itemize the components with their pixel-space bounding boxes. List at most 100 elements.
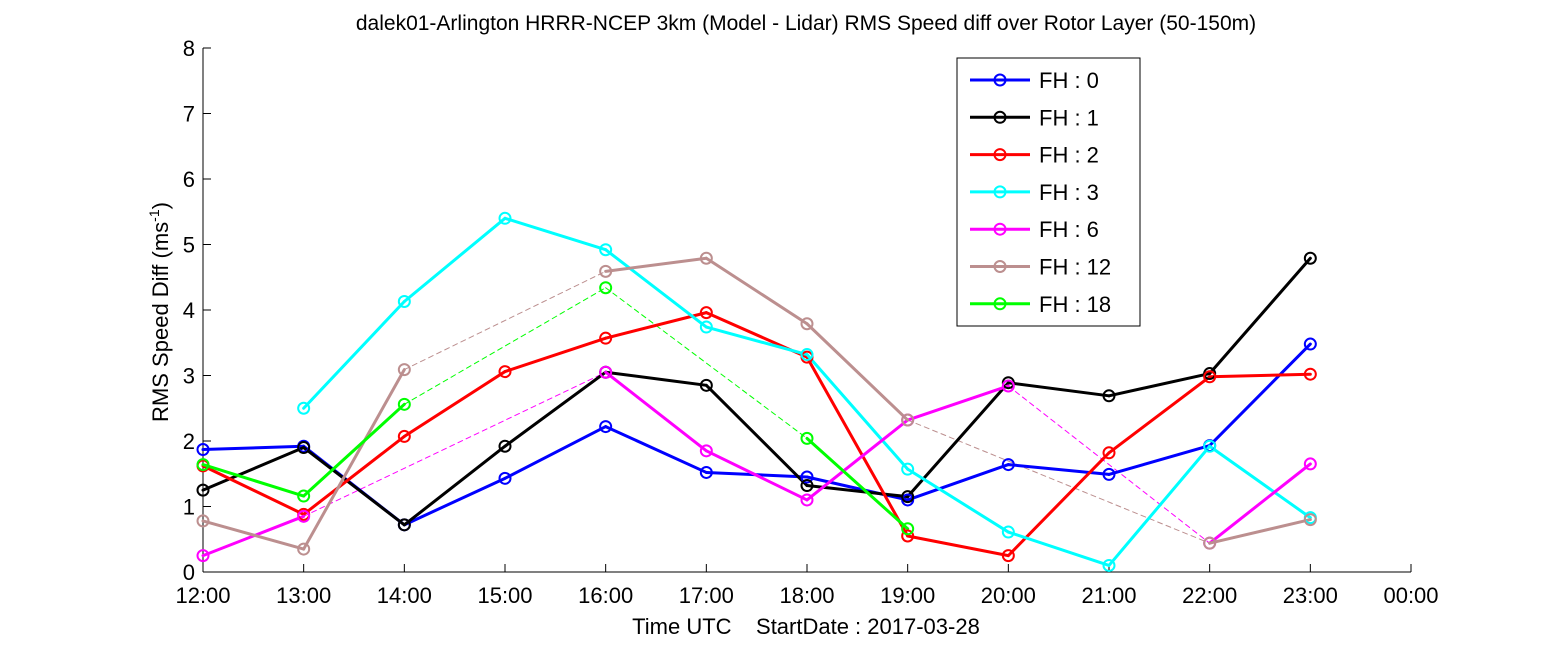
series-segment [906,467,1010,534]
y-tick-label: 6 [183,167,195,192]
data-point-marker [498,439,512,453]
y-tick-label: 4 [183,298,195,323]
data-point-marker [599,331,613,345]
data-point-marker [196,549,210,563]
series-segment [201,463,306,498]
data-point-marker [800,479,814,493]
series-segment [201,444,306,452]
data-point-marker [1203,536,1217,550]
x-tick-label: 17:00 [679,583,734,608]
series-segment [805,355,910,538]
data-point-marker [1303,251,1317,265]
legend-label: FH : 12 [1039,255,1111,280]
y-tick-label: 8 [183,36,195,61]
series-segment [503,336,608,374]
series-segment [604,311,708,340]
x-tick-label: 21:00 [1081,583,1136,608]
data-point-marker [901,529,915,543]
x-tick-label: 15:00 [477,583,532,608]
data-point-marker [599,365,613,379]
series-segment [1006,530,1111,567]
y-axis-label-superscript: -1 [146,209,162,222]
x-tick-label: 20:00 [981,583,1036,608]
series-segment [302,434,406,516]
series-gap-connector [403,270,607,371]
legend-label: FH : 18 [1039,292,1111,317]
data-point-marker [1303,457,1317,471]
series-segment [402,370,507,438]
data-point-marker [1203,439,1217,453]
data-point-marker [1303,367,1317,381]
series-markers [196,211,1317,572]
legend-swatch-marker [993,260,1007,273]
data-point-marker [1102,467,1116,481]
data-point-marker [1102,446,1116,460]
x-tick-label: 12:00 [175,583,230,608]
legend-swatch-marker [993,73,1007,87]
series-segment [805,418,910,502]
series-gap-connector [303,371,607,517]
series-segment [604,370,708,453]
data-point-marker [1001,458,1015,472]
data-point-marker [196,458,210,472]
legend: FH : 0 FH : 1 FH : 2 FH : 3 FH : 6 FH : 12 FH … [956,57,1141,327]
data-point-marker [397,518,411,532]
x-tick-label: 00:00 [1383,583,1438,608]
series-segment [704,383,809,488]
data-point-marker [1001,379,1015,393]
series-segment [201,464,306,516]
y-axis-label: RMS Speed Diff (ms-1) [146,202,173,422]
data-point-marker [297,489,311,503]
series-segment [1208,256,1312,376]
data-point-marker [901,413,915,427]
data-point-marker [1102,558,1116,572]
series-segment [1107,444,1212,476]
legend-label: FH : 0 [1039,68,1099,93]
data-point-marker [901,462,915,476]
series-segment [604,256,708,273]
series-segment [201,446,306,492]
series-segment [1107,372,1212,398]
x-axis-label: Time UTC StartDate : 2017-03-28 [632,614,980,639]
data-point-marker [397,429,411,443]
data-point-marker [699,378,713,392]
y-tick-labels: 0 1 2 3 4 5 6 7 8 [183,36,195,585]
y-tick-label: 3 [183,364,195,389]
chart-title: dalek01-Arlington HRRR-NCEP 3km (Model -… [356,12,1256,35]
data-point-marker [196,483,210,497]
x-tick-label: 22:00 [1182,583,1237,608]
series-segment [1107,375,1212,455]
x-tick-label: 14:00 [377,583,432,608]
legend-swatch-marker [993,297,1007,311]
x-tick-label: 13:00 [276,583,331,608]
series-segment [805,322,910,422]
data-point-marker [599,264,613,278]
series-gap-connector [1007,385,1211,544]
x-tick-labels: 12:00 13:00 14:00 15:00 16:00 17:00 18:00 19:00… [175,583,1438,608]
legend-swatch-marker [993,110,1007,124]
legend-label: FH : 6 [1039,217,1099,242]
series-gap-connector [403,287,607,405]
series-segment [1208,342,1312,448]
series-segment [1006,381,1111,398]
y-tick-label: 1 [183,495,195,520]
series-segment [302,402,406,498]
series-gap-connector [605,287,808,439]
x-tick-label: 16:00 [578,583,633,608]
series-segment [1208,372,1312,379]
x-tick-label: 18:00 [779,583,834,608]
legend-swatch-marker [993,148,1007,162]
series-segment [1208,444,1312,520]
series-segment [906,384,1010,422]
data-point-marker [297,441,311,455]
y-axis-label-main: RMS Speed Diff (ms [148,222,173,422]
data-point-marker [599,281,613,295]
series-segment [906,534,1010,558]
series-segment [1208,462,1312,545]
legend-label: FH : 3 [1039,180,1099,205]
y-tick-label: 2 [183,429,195,454]
data-point-marker [1001,549,1015,563]
data-point-marker [397,294,411,308]
data-point-marker [397,363,411,377]
